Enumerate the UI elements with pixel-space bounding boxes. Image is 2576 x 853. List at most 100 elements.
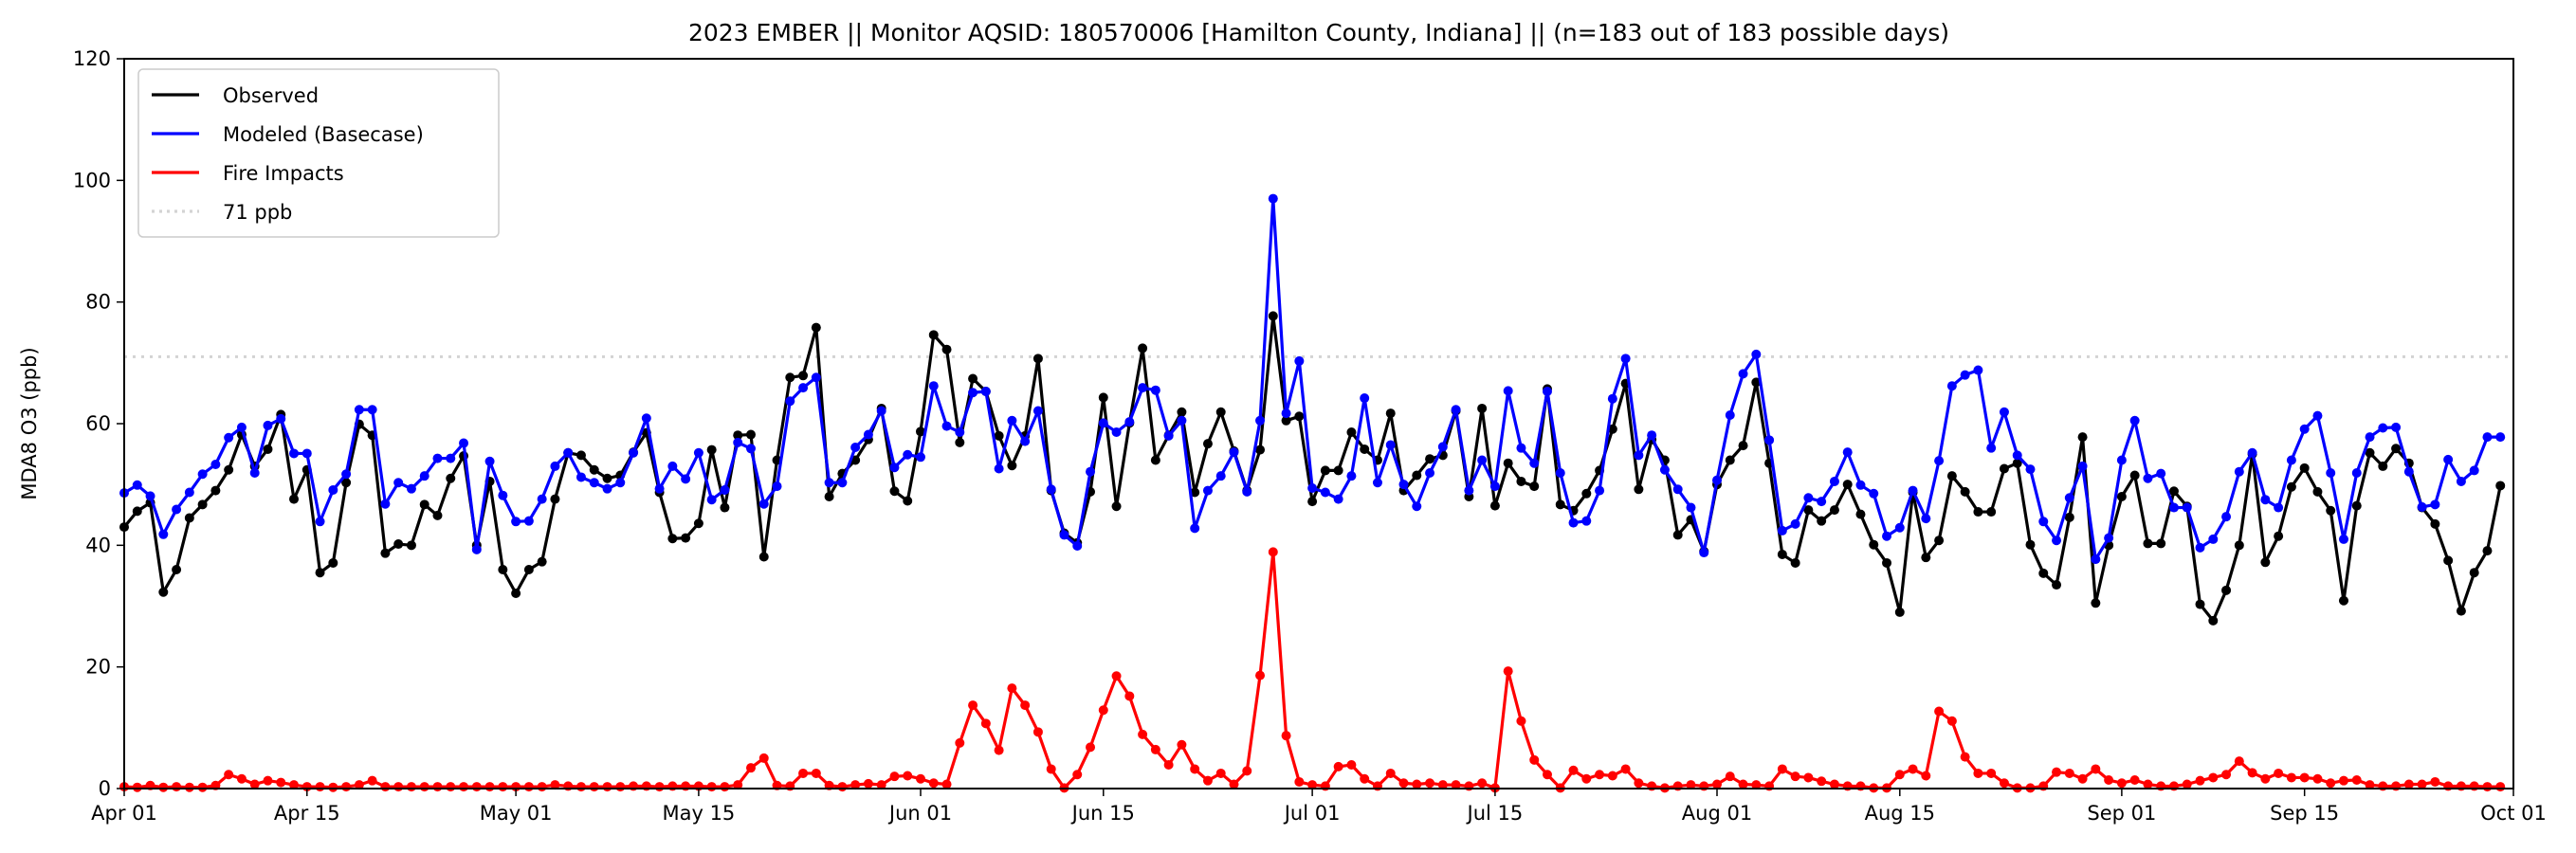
data-point [1163, 759, 1174, 770]
data-point [484, 456, 495, 466]
series-line [122, 314, 2502, 623]
data-point [876, 406, 886, 416]
data-point [1489, 500, 1500, 511]
data-point [1817, 776, 1827, 787]
data-point [1946, 471, 1957, 481]
data-point [2312, 773, 2323, 784]
data-point [1647, 430, 1657, 441]
data-point [1738, 441, 1748, 451]
x-tick-label: Oct 01 [2480, 802, 2547, 825]
data-point [575, 472, 586, 482]
data-point [2286, 481, 2296, 492]
data-point [1751, 780, 1762, 790]
data-point [1999, 407, 2009, 417]
data-point [1634, 450, 1644, 461]
data-point [1111, 671, 1122, 681]
y-tick-label: 80 [85, 291, 111, 314]
data-point [1777, 764, 1787, 774]
data-point [758, 753, 769, 763]
data-point [1516, 443, 1526, 453]
data-point [1333, 465, 1343, 476]
data-point [2208, 534, 2219, 544]
data-point [2482, 782, 2493, 792]
data-point [1111, 426, 1122, 437]
data-point [498, 565, 508, 574]
data-point [2299, 463, 2310, 473]
data-point [2338, 534, 2348, 544]
data-point [2378, 423, 2388, 433]
data-point [1437, 780, 1448, 790]
data-point [1268, 547, 1278, 557]
data-point [1882, 557, 1892, 568]
data-point [2286, 455, 2296, 465]
data-point [184, 782, 194, 792]
data-point [1425, 454, 1435, 464]
data-point [132, 480, 142, 490]
data-point [615, 478, 626, 488]
data-point [1595, 485, 1605, 496]
data-point [1790, 518, 1800, 529]
data-point [2129, 415, 2140, 426]
data-point [772, 481, 782, 492]
data-point [928, 381, 939, 391]
data-point [498, 782, 508, 792]
data-point [354, 780, 364, 790]
data-point [1464, 485, 1474, 496]
data-point [1255, 415, 1266, 426]
data-point [1412, 779, 1422, 789]
data-point [1842, 447, 1853, 458]
data-point [850, 780, 861, 790]
data-point [733, 780, 743, 790]
data-point [824, 478, 834, 488]
data-point [1817, 497, 1827, 507]
data-point [289, 494, 300, 504]
data-point [1202, 485, 1213, 496]
data-point [1659, 464, 1670, 475]
data-point [2299, 772, 2310, 783]
data-point [1855, 480, 1866, 490]
data-point [1138, 343, 1148, 354]
data-point [1346, 426, 1357, 437]
data-point [681, 474, 691, 484]
x-tick-label: Jun 01 [887, 802, 952, 825]
data-point [172, 565, 182, 574]
data-point [968, 388, 978, 398]
data-point [811, 322, 821, 333]
data-point [2495, 481, 2506, 491]
data-point [2143, 473, 2153, 483]
data-point [916, 773, 925, 784]
legend-label: 71 ppb [223, 201, 292, 224]
data-point [1869, 539, 1879, 550]
data-point [2038, 568, 2049, 578]
data-point [419, 782, 429, 792]
data-point [2221, 770, 2232, 780]
data-point [1007, 683, 1017, 694]
data-point [446, 453, 456, 463]
legend-label: Fire Impacts [223, 162, 344, 185]
data-point [1372, 478, 1382, 488]
data-point [158, 529, 169, 539]
legend-label: Observed [223, 84, 319, 107]
data-point [2247, 447, 2257, 458]
data-point [432, 782, 443, 792]
data-point [1477, 455, 1488, 465]
data-point [1620, 764, 1631, 774]
data-point [2403, 779, 2414, 789]
data-point [2456, 606, 2466, 616]
data-point [2469, 568, 2479, 578]
data-point [1503, 386, 1513, 396]
data-point [1960, 370, 1970, 380]
data-point [184, 487, 194, 498]
x-tick-label: Sep 15 [2270, 802, 2339, 825]
data-point [1215, 471, 1226, 481]
data-point [1946, 716, 1957, 726]
data-point [824, 492, 834, 501]
data-point [955, 426, 965, 437]
data-point [2430, 776, 2440, 787]
x-tick-label: May 15 [662, 802, 735, 825]
data-point [2168, 486, 2179, 497]
data-point [1281, 415, 1291, 426]
data-point [1202, 775, 1213, 786]
data-point [837, 478, 848, 488]
data-point [2221, 585, 2232, 595]
